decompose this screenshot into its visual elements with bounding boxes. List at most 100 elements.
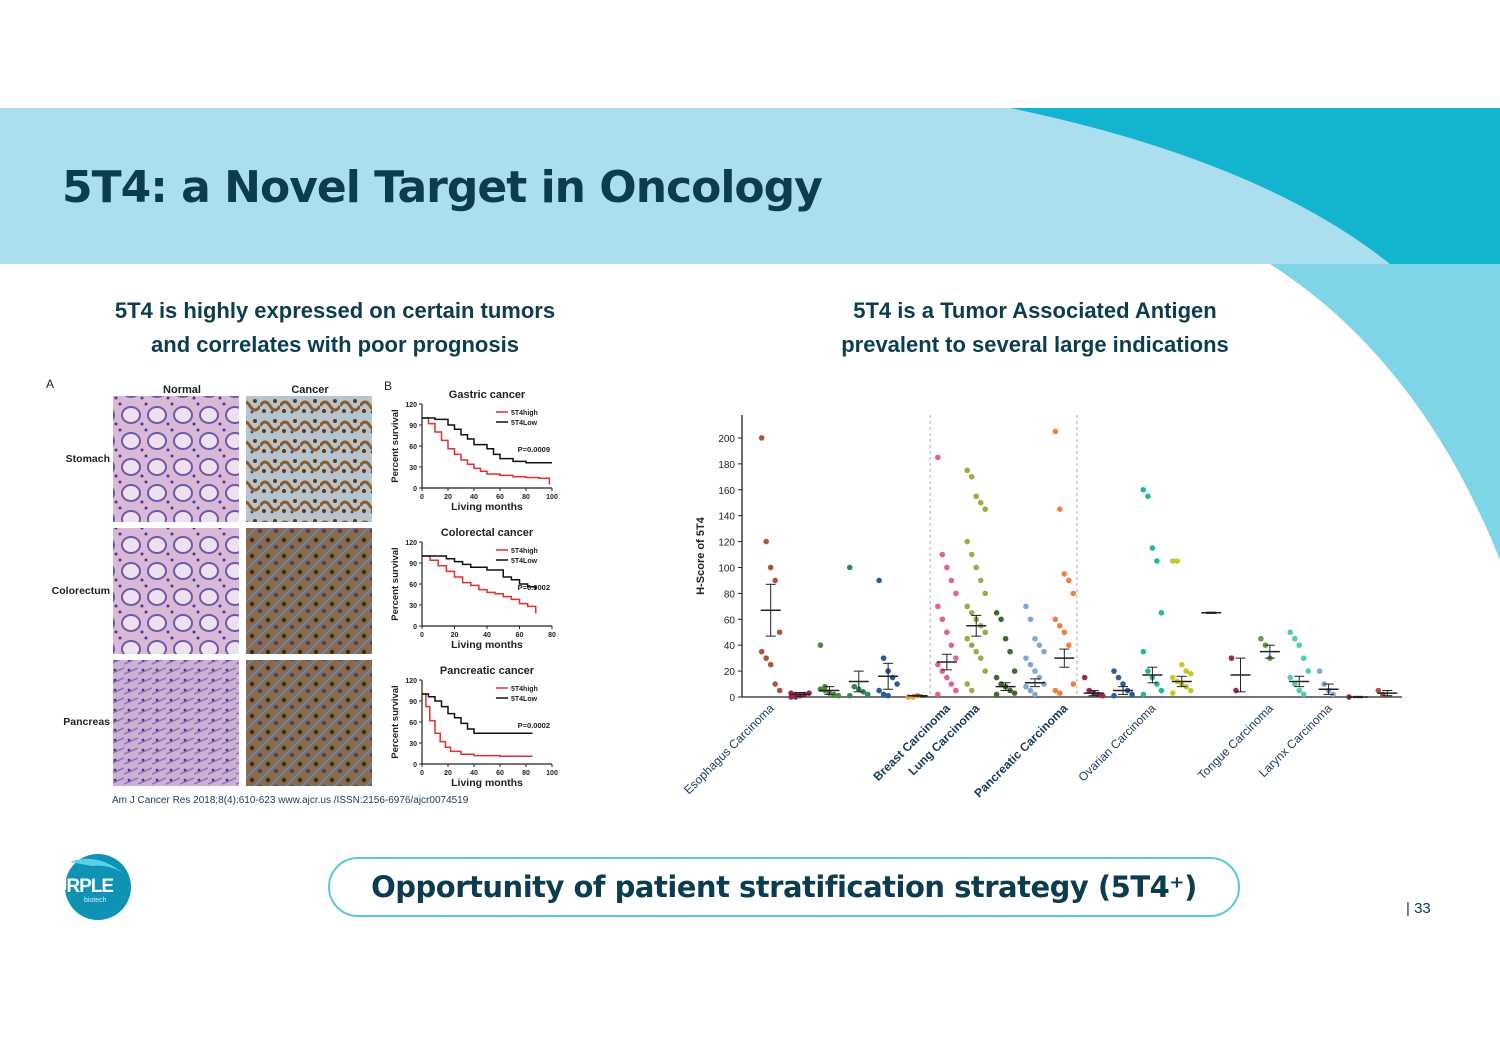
data-point: [1154, 681, 1160, 687]
column-header-cancer: Cancer: [291, 384, 329, 396]
data-point: [1115, 674, 1122, 681]
data-point: [1158, 687, 1165, 694]
survival-charts: B Gastric cancer 0 30 60 90 120 0 20 40 60 80 100 Li…: [384, 379, 558, 789]
data-point: [1023, 683, 1029, 690]
y-tick-label: 30: [409, 741, 417, 748]
data-point: [885, 692, 891, 699]
y-tick-label: 120: [405, 540, 417, 547]
y-tick-label: 0: [413, 624, 417, 631]
x-tick-label: 80: [522, 494, 530, 501]
survival-title: Pancreatic cancer: [440, 665, 535, 677]
y-tick-label: 40: [724, 641, 736, 652]
data-point: [763, 538, 769, 545]
data-point: [758, 648, 765, 655]
data-point: [1174, 558, 1181, 564]
data-point: [1145, 668, 1151, 674]
data-point: [968, 642, 975, 648]
x-tick-label: 20: [444, 494, 452, 501]
p-value: P=0.0009: [518, 445, 550, 454]
data-point: [1066, 577, 1072, 584]
data-point: [982, 668, 989, 674]
data-point: [993, 610, 1000, 616]
data-point: [1081, 674, 1088, 681]
data-point: [763, 655, 769, 661]
y-tick-label: 60: [409, 720, 417, 727]
data-point: [1052, 428, 1059, 435]
data-point: [1066, 642, 1072, 648]
data-point: [1233, 687, 1239, 694]
data-point: [758, 435, 765, 441]
row-label-pancreas: Pancreas: [63, 716, 110, 728]
header-swoosh: [1010, 108, 1500, 264]
data-point: [788, 694, 794, 700]
x-tick-label: 20: [444, 770, 452, 777]
logo-subtext: biotech: [84, 897, 107, 904]
image-pancreas-normal: [113, 660, 239, 786]
legend-label: 5T4high: [511, 548, 538, 555]
survival-line: [422, 555, 537, 614]
category-label: Esophagus Carcinoma: [681, 701, 777, 797]
data-point: [968, 687, 975, 694]
data-point: [968, 610, 975, 616]
x-tick-label: 60: [496, 494, 504, 501]
data-point: [894, 681, 900, 687]
data-point: [846, 692, 853, 699]
left-heading: 5T4 is highly expressed on certain tumor…: [60, 294, 610, 362]
y-tick-label: 120: [718, 538, 735, 549]
data-point: [1061, 571, 1068, 577]
y-tick-label: 0: [413, 762, 417, 769]
data-point: [964, 603, 971, 610]
x-tick-label: 40: [483, 632, 491, 639]
survival-line: [422, 693, 533, 758]
data-point: [1057, 506, 1063, 512]
legend-label: 5T4Low: [511, 558, 538, 565]
data-point: [973, 564, 980, 571]
x-tick-label: 60: [516, 632, 524, 639]
data-point: [1145, 493, 1151, 500]
survival-title: Colorectal cancer: [441, 527, 534, 539]
data-point: [1187, 687, 1194, 694]
legend-label: 5T4high: [511, 410, 538, 417]
data-point: [1375, 687, 1382, 694]
x-tick-label: 100: [546, 770, 558, 777]
slide-title: 5T4: a Novel Target in Oncology: [62, 162, 823, 213]
x-axis-label: Living months: [451, 777, 523, 789]
image-colorectum-cancer: [246, 528, 372, 654]
data-point: [1070, 681, 1077, 687]
y-tick-label: 100: [718, 563, 735, 574]
data-point: [1228, 655, 1235, 661]
data-point: [776, 629, 783, 636]
data-point: [953, 687, 959, 694]
data-point: [977, 577, 984, 584]
data-point: [1023, 603, 1029, 610]
right-heading-line-2: prevalent to several large indications: [841, 332, 1229, 357]
histology-figure: A Normal Cancer Stomach Colorectum Pancr…: [46, 377, 372, 786]
data-point: [973, 648, 980, 655]
survival-title: Gastric cancer: [449, 389, 526, 401]
survival-line: [422, 417, 552, 464]
y-tick-label: 90: [409, 561, 417, 568]
y-tick-label: 20: [724, 667, 736, 678]
x-tick-label: 0: [420, 770, 424, 777]
data-point: [977, 499, 984, 506]
data-point: [964, 538, 971, 545]
right-heading: 5T4 is a Tumor Associated Antigen preval…: [760, 294, 1310, 362]
data-point: [1291, 681, 1298, 687]
data-point: [1258, 635, 1264, 642]
y-axis-label: Percent survival: [390, 685, 401, 758]
survival-panel-label: B: [384, 379, 392, 393]
page-number: | 33: [1406, 900, 1431, 917]
data-point: [851, 683, 858, 690]
survival-line: [422, 693, 533, 734]
data-point: [1140, 648, 1147, 655]
y-tick-label: 90: [409, 423, 417, 430]
y-tick-label: 200: [718, 434, 735, 445]
data-point: [982, 629, 989, 636]
y-tick-label: 120: [405, 402, 417, 409]
data-point: [1057, 690, 1063, 696]
data-point: [1002, 635, 1009, 642]
data-point: [944, 564, 950, 571]
citation: Am J Cancer Res 2018;8(4):610-623 www.aj…: [112, 795, 469, 806]
legend-label: 5T4Low: [511, 696, 538, 703]
x-tick-label: 80: [522, 770, 530, 777]
